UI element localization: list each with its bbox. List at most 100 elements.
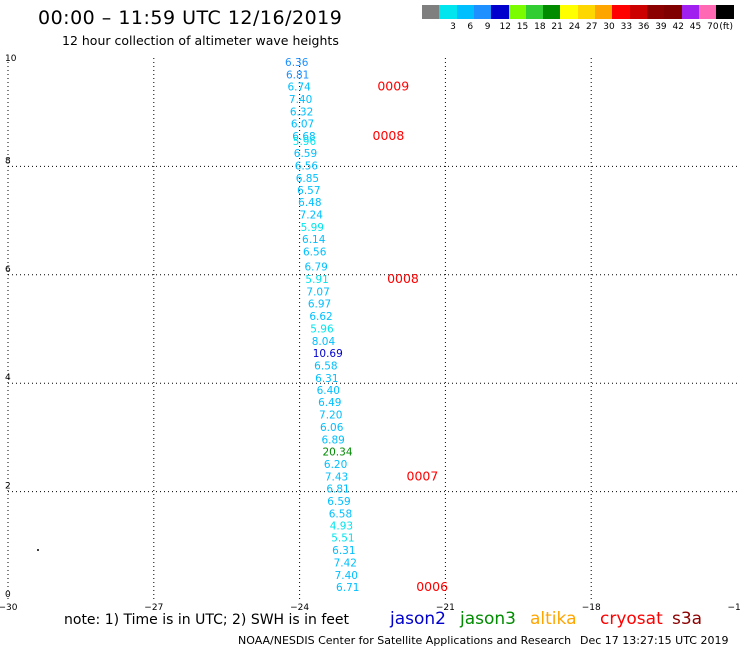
wave-height-label: 7.07 xyxy=(306,287,329,299)
y-tick-label: 0 xyxy=(5,590,11,600)
wave-height-label: 6.89 xyxy=(321,435,344,447)
wave-height-label: 6.48 xyxy=(298,197,321,209)
footer-note: note: 1) Time is in UTC; 2) SWH is in fe… xyxy=(64,612,350,628)
chart-title: 00:00 – 11:59 UTC 12/16/2019 xyxy=(38,7,343,29)
wave-height-label: 6.74 xyxy=(287,82,311,94)
color-scale-label: 24 xyxy=(568,22,581,32)
y-tick-label: 8 xyxy=(5,156,11,166)
y-tick-label: 2 xyxy=(5,482,11,492)
generated-timestamp: Dec 17 13:27:15 UTC 2019 xyxy=(580,634,729,647)
wave-height-label: 6.49 xyxy=(318,397,341,409)
stray-data-dot xyxy=(37,549,39,551)
wave-height-label: 7.40 xyxy=(335,570,358,582)
wave-height-label: 6.68 xyxy=(292,131,315,143)
color-scale-swatch xyxy=(698,5,717,19)
time-marker-label: 0008 xyxy=(387,271,419,286)
wave-height-label: 7.40 xyxy=(289,94,312,106)
wave-height-label: 6.14 xyxy=(302,234,326,246)
wave-height-label: 5.91 xyxy=(305,274,328,286)
wave-height-label: 6.40 xyxy=(317,385,340,397)
wave-height-label: 6.81 xyxy=(286,69,309,81)
wave-height-label: 6.79 xyxy=(304,262,327,274)
y-tick-label: 10 xyxy=(5,54,17,64)
time-marker-label: 0009 xyxy=(377,79,409,94)
color-scale-label: 21 xyxy=(551,22,563,32)
color-scale-swatch xyxy=(491,5,509,19)
color-scale-swatch xyxy=(456,5,475,19)
color-scale-swatch xyxy=(646,5,665,19)
wave-height-label: 20.34 xyxy=(322,446,352,458)
time-marker-label: 0007 xyxy=(407,468,439,483)
chart-subtitle: 12 hour collection of altimeter wave hei… xyxy=(62,33,339,48)
color-scale-swatch xyxy=(422,5,440,19)
color-scale-swatch xyxy=(543,5,561,19)
x-tick-label: −27 xyxy=(144,603,163,613)
x-tick-label: −30 xyxy=(0,603,18,613)
color-scale-swatch xyxy=(473,5,492,19)
satellite-legend-jason3: jason3 xyxy=(460,609,516,629)
color-scale-unit: (ft) xyxy=(719,22,733,32)
color-scale-label: 30 xyxy=(603,22,615,32)
satellite-legend-jason2: jason2 xyxy=(390,609,446,629)
x-tick-label: −15 xyxy=(728,603,740,613)
color-scale-label: 12 xyxy=(499,22,511,32)
wave-height-label: 6.97 xyxy=(308,299,331,311)
color-scale-label: 39 xyxy=(655,22,667,32)
color-scale-label: 9 xyxy=(484,22,491,32)
wave-height-label: 7.42 xyxy=(334,558,357,570)
wave-height-label: 6.20 xyxy=(324,459,347,471)
wave-height-label: 6.59 xyxy=(294,148,317,160)
color-scale-label: 70 xyxy=(707,22,719,32)
satellite-legend-s3a: s3a xyxy=(672,609,703,629)
wave-height-label: 6.81 xyxy=(326,483,349,495)
time-marker-label: 0006 xyxy=(416,579,448,594)
wave-height-label: 6.06 xyxy=(320,422,344,434)
wave-height-label: 5.96 xyxy=(293,136,317,148)
time-marker-label: 0008 xyxy=(373,128,405,143)
color-scale-swatch xyxy=(577,5,596,19)
color-scale-label: 15 xyxy=(516,22,529,32)
wave-height-label: 6.57 xyxy=(297,185,320,197)
x-tick-label: −18 xyxy=(582,603,601,613)
color-scale-label: 36 xyxy=(637,22,650,32)
wave-height-label: 6.85 xyxy=(296,173,319,185)
color-scale-label: 33 xyxy=(620,22,633,32)
wave-height-label: 8.04 xyxy=(312,336,336,348)
wave-height-label: 5.96 xyxy=(310,323,334,335)
color-scale-swatch xyxy=(681,5,700,19)
color-scale-swatch xyxy=(439,5,457,19)
wave-height-label: 6.36 xyxy=(285,57,309,69)
wave-height-label: 6.32 xyxy=(290,107,313,119)
wave-height-label: 6.56 xyxy=(295,160,319,172)
color-scale-swatch xyxy=(595,5,613,19)
credit-line: NOAA/NESDIS Center for Satellite Applica… xyxy=(238,634,572,647)
wave-height-label: 6.31 xyxy=(332,545,355,557)
color-scale-label: 27 xyxy=(586,22,598,32)
color-scale-swatch xyxy=(716,5,734,19)
wave-height-label: 6.71 xyxy=(336,582,359,594)
wave-height-label: 6.58 xyxy=(314,360,337,372)
color-scale-swatch xyxy=(525,5,544,19)
color-scale-swatch xyxy=(508,5,527,19)
color-scale-swatch xyxy=(560,5,578,19)
wave-height-label: 6.56 xyxy=(303,246,327,258)
wave-height-label: 6.59 xyxy=(327,496,350,508)
wave-height-label: 6.62 xyxy=(309,311,332,323)
wave-height-label: 4.93 xyxy=(330,521,353,533)
x-tick-label: −24 xyxy=(290,603,309,613)
color-scale-swatch xyxy=(629,5,648,19)
wave-height-label: 6.07 xyxy=(291,119,314,131)
satellite-legend-cryosat: cryosat xyxy=(600,609,663,629)
y-tick-label: 4 xyxy=(5,373,11,383)
color-scale-label: 45 xyxy=(689,22,702,32)
wave-height-label: 5.99 xyxy=(301,222,324,234)
wave-height-label: 10.69 xyxy=(313,348,343,360)
y-tick-label: 6 xyxy=(5,265,11,275)
wave-height-label: 6.31 xyxy=(315,373,338,385)
color-scale-label: 3 xyxy=(450,22,456,32)
color-scale-label: 6 xyxy=(467,22,474,32)
wave-height-label: 7.24 xyxy=(300,210,324,222)
wave-height-label: 6.58 xyxy=(329,508,352,520)
